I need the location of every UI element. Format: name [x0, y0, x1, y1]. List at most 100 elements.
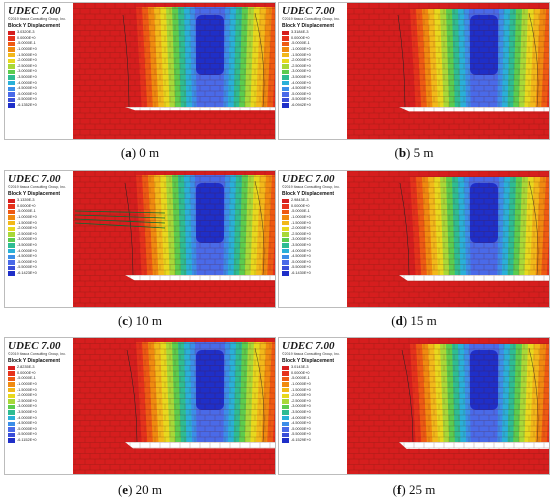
legend: UDEC 7.00 ©2019 Itasca Consulting Group,… — [5, 171, 73, 307]
legend-swatch — [282, 376, 289, 382]
legend-swatch — [8, 438, 15, 443]
legend-value: -5.0000E+0 — [291, 426, 311, 431]
caption-distance: 10 m — [135, 313, 163, 328]
legend-value: -4.0000E+0 — [291, 80, 311, 85]
legend-value: -1.0000E+0 — [17, 382, 37, 387]
legend-swatch — [282, 438, 289, 443]
legend-row: 0.0000E+0 — [282, 36, 347, 42]
legend-row: -5.0000E-1 — [8, 41, 73, 47]
model-layers — [279, 171, 549, 307]
legend: UDEC 7.00 ©2019 Itasca Consulting Group,… — [5, 338, 73, 474]
legend-row: -4.0000E+0 — [282, 415, 347, 421]
legend-swatch — [282, 69, 289, 75]
legend-row: -3.5000E+0 — [282, 75, 347, 81]
legend-swatch — [282, 30, 289, 35]
legend-value: -1.0000E+0 — [291, 215, 311, 220]
caption-a: (a) 0 m — [120, 145, 160, 160]
legend-row: -2.5000E+0 — [282, 64, 347, 70]
legend-swatch — [8, 75, 15, 80]
legend-row: -5.5000E+0 — [282, 97, 347, 103]
app-title: UDEC 7.00 — [8, 340, 61, 352]
legend-value: -1.0000E+0 — [17, 47, 37, 52]
legend-swatch — [282, 41, 289, 47]
legend-value: -3.5000E+0 — [17, 75, 37, 80]
legend-swatch — [282, 365, 289, 370]
app-title: UDEC 7.00 — [282, 5, 335, 17]
legend-row: -2.5000E+0 — [8, 232, 73, 238]
legend-row: -3.0000E+0 — [282, 69, 347, 75]
legend-swatch — [282, 209, 289, 215]
caption-c: (c) 10 m — [117, 313, 163, 328]
legend-swatch — [282, 415, 289, 421]
legend-value: -5.0000E+0 — [17, 91, 37, 96]
legend-row: -2.0000E+0 — [8, 226, 73, 232]
legend-value: -2.0000E+0 — [291, 226, 311, 231]
legend-swatch — [282, 204, 289, 209]
copyright-text: ©2019 Itasca Consulting Group, Inc. — [282, 17, 340, 21]
legend-swatch — [282, 237, 289, 243]
legend-swatch — [282, 52, 289, 58]
legend-value: -2.5000E+0 — [291, 398, 311, 403]
legend-row: -6.1423E+0 — [8, 271, 73, 277]
legend-value: -2.5000E+0 — [291, 231, 311, 236]
legend-value: -4.0000E+0 — [291, 248, 311, 253]
legend-swatch — [282, 248, 289, 254]
legend-row: -6.0942E+0 — [282, 103, 347, 109]
panel-c: UDEC 7.00 ©2019 Itasca Consulting Group,… — [4, 170, 276, 308]
legend-swatch — [282, 75, 289, 80]
legend-row: 3.0320E-3 — [8, 30, 73, 36]
legend-row: -3.5000E+0 — [282, 410, 347, 416]
legend-value: -4.5000E+0 — [17, 86, 37, 91]
legend-swatch — [8, 58, 15, 63]
legend-swatch — [282, 47, 289, 52]
legend-swatch — [282, 271, 289, 276]
legend-row: -4.5000E+0 — [282, 254, 347, 260]
legend-row: 2.8235E-3 — [8, 365, 73, 371]
legend-swatch — [282, 260, 289, 265]
legend-swatch — [8, 432, 15, 438]
legend-title: Block Y Displacement — [8, 358, 61, 364]
legend-swatch — [282, 92, 289, 97]
legend-swatch — [282, 243, 289, 248]
caption-letter: c — [122, 313, 129, 328]
legend-row: -2.0000E+0 — [8, 393, 73, 399]
legend-rows: 3.0320E-3 0.0000E+0 -5.0000E-1 -1.0000E+0 -1… — [8, 30, 73, 108]
legend-row: -1.0000E+0 — [282, 215, 347, 221]
caption-letter: e — [122, 482, 129, 497]
legend-swatch — [282, 371, 289, 376]
legend-swatch — [8, 376, 15, 382]
legend-row: -5.0000E+0 — [282, 427, 347, 433]
legend-value: 3.0320E-3 — [17, 30, 35, 35]
legend-value: 3.0143E-3 — [291, 365, 309, 370]
legend-value: -6.1529E+0 — [291, 438, 311, 443]
legend-value: 0.0000E+0 — [17, 203, 36, 208]
legend-value: -3.0000E+0 — [17, 404, 37, 409]
legend-value: 0.0000E+0 — [17, 370, 36, 375]
legend-value: -5.0000E-1 — [17, 41, 36, 46]
legend-value: 0.0000E+0 — [291, 203, 310, 208]
legend-row: -4.0000E+0 — [282, 80, 347, 86]
legend-value: -5.0000E-1 — [17, 376, 36, 381]
legend-swatch — [8, 80, 15, 86]
legend-swatch — [8, 404, 15, 410]
legend-row: -5.5000E+0 — [282, 432, 347, 438]
legend-swatch — [282, 220, 289, 226]
legend-swatch — [282, 97, 289, 103]
legend-swatch — [8, 410, 15, 415]
legend-swatch — [282, 80, 289, 86]
legend-row: -5.0000E+0 — [282, 92, 347, 98]
legend-value: -3.5000E+0 — [291, 75, 311, 80]
legend-value: -6.0942E+0 — [291, 103, 311, 108]
legend-swatch — [282, 198, 289, 203]
legend-swatch — [8, 36, 15, 41]
caption-letter: a — [125, 145, 132, 160]
legend-swatch — [282, 404, 289, 410]
legend-row: -6.1430E+0 — [282, 271, 347, 277]
legend-title: Block Y Displacement — [8, 191, 61, 197]
legend-row: -5.0000E-1 — [282, 41, 347, 47]
legend-swatch — [282, 432, 289, 438]
legend-value: -5.5000E+0 — [291, 97, 311, 102]
legend-value: 0.0000E+0 — [291, 35, 310, 40]
legend-swatch — [8, 237, 15, 243]
copyright-text: ©2019 Itasca Consulting Group, Inc. — [8, 352, 66, 356]
